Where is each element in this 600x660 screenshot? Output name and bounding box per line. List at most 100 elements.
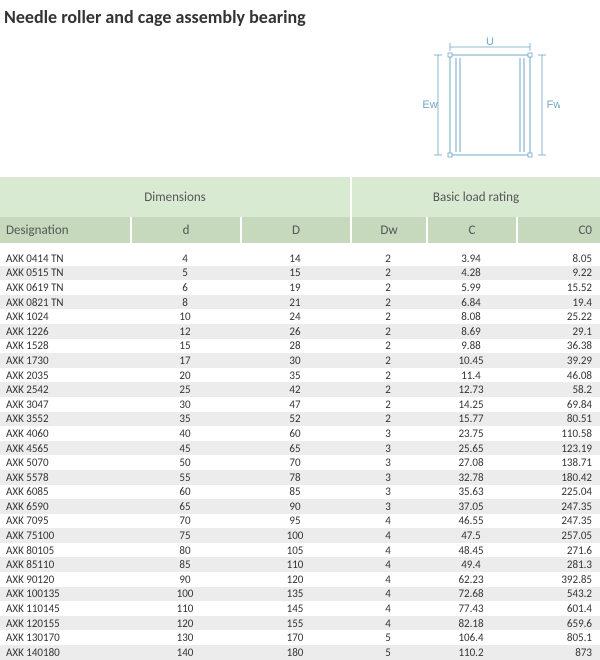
cell-designation: AXK 5578 bbox=[0, 470, 130, 485]
cell-Dw: 5 bbox=[350, 645, 426, 660]
cell-C0: 247.35 bbox=[516, 499, 600, 514]
cell-designation: AXK 0414 TN bbox=[0, 251, 130, 266]
cell-C0: 58.2 bbox=[516, 382, 600, 397]
table-row: AXK 1401801401805110.2873 bbox=[0, 645, 600, 660]
cell-C0: 225.04 bbox=[516, 485, 600, 500]
cell-Dw: 2 bbox=[350, 309, 426, 324]
cell-designation: AXK 4060 bbox=[0, 426, 130, 441]
cell-C0: 873 bbox=[516, 645, 600, 660]
cell-d: 20 bbox=[130, 368, 240, 383]
cell-designation: AXK 6590 bbox=[0, 499, 130, 514]
cell-D: 78 bbox=[240, 470, 350, 485]
table-row: AXK 40604060323.75110.58 bbox=[0, 426, 600, 441]
cell-Dw: 2 bbox=[350, 382, 426, 397]
cell-C: 15.77 bbox=[426, 412, 516, 427]
cell-d: 65 bbox=[130, 499, 240, 514]
cell-D: 95 bbox=[240, 514, 350, 529]
cell-C0: 247.35 bbox=[516, 514, 600, 529]
cell-C0: 110.58 bbox=[516, 426, 600, 441]
cell-designation: AXK 85110 bbox=[0, 557, 130, 572]
cell-designation: AXK 80105 bbox=[0, 543, 130, 558]
cell-designation: AXK 75100 bbox=[0, 528, 130, 543]
cell-D: 155 bbox=[240, 616, 350, 631]
cell-C: 3.94 bbox=[426, 251, 516, 266]
table-row: AXK 25422542212.7358.2 bbox=[0, 382, 600, 397]
header-spacer bbox=[0, 243, 600, 251]
cell-C: 62.23 bbox=[426, 572, 516, 587]
cell-C0: 80.51 bbox=[516, 412, 600, 427]
cell-designation: AXK 1024 bbox=[0, 309, 130, 324]
cell-C0: 29.1 bbox=[516, 324, 600, 339]
cell-designation: AXK 1730 bbox=[0, 353, 130, 368]
table-row: AXK 20352035211.446.08 bbox=[0, 368, 600, 383]
cell-Dw: 3 bbox=[350, 441, 426, 456]
cell-d: 70 bbox=[130, 514, 240, 529]
cell-C0: 271.6 bbox=[516, 543, 600, 558]
cell-designation: AXK 100135 bbox=[0, 587, 130, 602]
cell-C: 37.05 bbox=[426, 499, 516, 514]
cell-d: 75 bbox=[130, 528, 240, 543]
cell-designation: AXK 2035 bbox=[0, 368, 130, 383]
cell-Dw: 2 bbox=[350, 339, 426, 354]
table-row: AXK 45654565325.65123.19 bbox=[0, 441, 600, 456]
table-column-header: DesignationdDDwCC0 bbox=[0, 217, 600, 243]
group-header-cell: Dimensions bbox=[0, 177, 350, 217]
cell-designation: AXK 2542 bbox=[0, 382, 130, 397]
cell-Dw: 2 bbox=[350, 251, 426, 266]
cell-designation: AXK 4565 bbox=[0, 441, 130, 456]
cell-designation: AXK 6085 bbox=[0, 485, 130, 500]
column-header-D: D bbox=[240, 217, 350, 243]
cell-Dw: 3 bbox=[350, 485, 426, 500]
column-header-C0: C0 bbox=[516, 217, 600, 243]
cell-C0: 123.19 bbox=[516, 441, 600, 456]
table-row: AXK 1528152829.8836.38 bbox=[0, 339, 600, 354]
cell-C0: 180.42 bbox=[516, 470, 600, 485]
cell-Dw: 4 bbox=[350, 543, 426, 558]
table-row: AXK 7510075100447.5257.05 bbox=[0, 528, 600, 543]
cell-C: 5.99 bbox=[426, 280, 516, 295]
table-body: AXK 0414 TN41423.948.05AXK 0515 TN51524.… bbox=[0, 251, 600, 660]
cell-C0: 659.6 bbox=[516, 616, 600, 631]
cell-d: 15 bbox=[130, 339, 240, 354]
cell-C: 46.55 bbox=[426, 514, 516, 529]
cell-d: 55 bbox=[130, 470, 240, 485]
cell-D: 120 bbox=[240, 572, 350, 587]
cell-D: 180 bbox=[240, 645, 350, 660]
table-row: AXK 30473047214.2569.84 bbox=[0, 397, 600, 412]
cell-D: 42 bbox=[240, 382, 350, 397]
cell-Dw: 2 bbox=[350, 412, 426, 427]
svg-text:Ew: Ew bbox=[422, 99, 437, 111]
cell-d: 12 bbox=[130, 324, 240, 339]
cell-C: 6.84 bbox=[426, 295, 516, 310]
table-row: AXK 8010580105448.45271.6 bbox=[0, 543, 600, 558]
cell-C0: 46.08 bbox=[516, 368, 600, 383]
table-row: AXK 1301701301705106.4805.1 bbox=[0, 630, 600, 645]
cell-d: 30 bbox=[130, 397, 240, 412]
cell-C: 4.28 bbox=[426, 266, 516, 281]
cell-d: 60 bbox=[130, 485, 240, 500]
cell-designation: AXK 3552 bbox=[0, 412, 130, 427]
table-row: AXK 9012090120462.23392.85 bbox=[0, 572, 600, 587]
cell-C0: 805.1 bbox=[516, 630, 600, 645]
cell-C: 48.45 bbox=[426, 543, 516, 558]
cell-C: 110.2 bbox=[426, 645, 516, 660]
cell-D: 70 bbox=[240, 455, 350, 470]
cell-D: 85 bbox=[240, 485, 350, 500]
cell-C: 49.4 bbox=[426, 557, 516, 572]
cell-designation: AXK 130170 bbox=[0, 630, 130, 645]
table-row: AXK 70957095446.55247.35 bbox=[0, 514, 600, 529]
cell-designation: AXK 0619 TN bbox=[0, 280, 130, 295]
cell-d: 80 bbox=[130, 543, 240, 558]
cell-Dw: 4 bbox=[350, 616, 426, 631]
cell-D: 47 bbox=[240, 397, 350, 412]
table-row: AXK 0515 TN51524.289.22 bbox=[0, 266, 600, 281]
table-row: AXK 50705070327.08138.71 bbox=[0, 455, 600, 470]
cell-d: 35 bbox=[130, 412, 240, 427]
cell-C: 35.63 bbox=[426, 485, 516, 500]
cell-C: 25.65 bbox=[426, 441, 516, 456]
cell-C0: 39.29 bbox=[516, 353, 600, 368]
cell-C: 12.73 bbox=[426, 382, 516, 397]
cell-Dw: 5 bbox=[350, 630, 426, 645]
cell-d: 40 bbox=[130, 426, 240, 441]
cell-C0: 257.05 bbox=[516, 528, 600, 543]
